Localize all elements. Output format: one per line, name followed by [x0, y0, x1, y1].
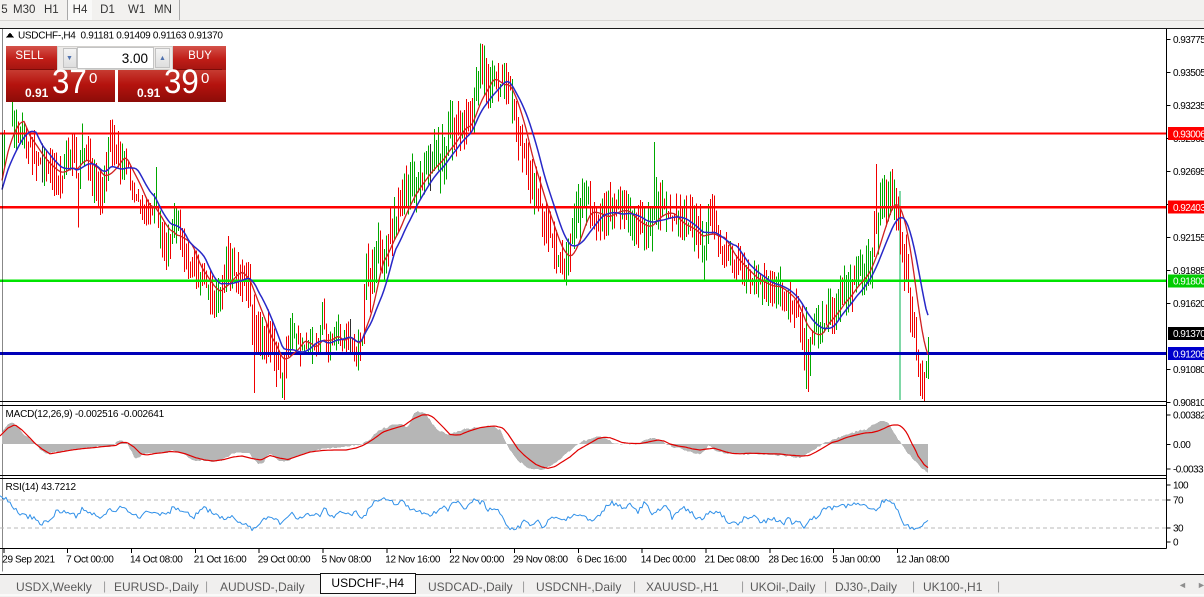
svg-text:21 Dec 08:00: 21 Dec 08:00 [705, 555, 761, 566]
svg-text:0.93235: 0.93235 [1173, 101, 1204, 112]
svg-text:0.91885: 0.91885 [1173, 266, 1204, 277]
svg-text:MACD(12,26,9) -0.002516 -0.002: MACD(12,26,9) -0.002516 -0.002641 [6, 409, 165, 420]
svg-text:29 Sep 2021: 29 Sep 2021 [2, 555, 55, 566]
svg-text:0.92695: 0.92695 [1173, 167, 1204, 178]
svg-text:70: 70 [1173, 496, 1184, 507]
svg-text:29 Oct 00:00: 29 Oct 00:00 [258, 555, 311, 566]
svg-text:12 Jan 08:00: 12 Jan 08:00 [896, 555, 950, 566]
svg-text:30: 30 [1173, 524, 1184, 535]
svg-text:USDCHF-,H4 0.91181 0.91409 0.: USDCHF-,H4 0.91181 0.91409 0.91163 0.913… [18, 31, 223, 42]
svg-text:0.93505: 0.93505 [1173, 68, 1204, 79]
svg-text:0.91800: 0.91800 [1173, 277, 1204, 288]
svg-text:0.91206: 0.91206 [1173, 349, 1204, 360]
svg-text:14 Dec 00:00: 14 Dec 00:00 [641, 555, 697, 566]
svg-text:5 Nov 08:00: 5 Nov 08:00 [322, 555, 372, 566]
svg-text:0.91370: 0.91370 [1173, 329, 1204, 340]
svg-text:0.92155: 0.92155 [1173, 233, 1204, 244]
svg-text:0.00: 0.00 [1173, 440, 1191, 451]
svg-text:0.92403: 0.92403 [1173, 203, 1204, 214]
svg-text:0.93006: 0.93006 [1173, 129, 1204, 140]
svg-text:28 Dec 16:00: 28 Dec 16:00 [768, 555, 824, 566]
svg-text:0.90810: 0.90810 [1173, 398, 1204, 409]
svg-text:29 Nov 08:00: 29 Nov 08:00 [513, 555, 569, 566]
svg-text:12 Nov 16:00: 12 Nov 16:00 [385, 555, 441, 566]
svg-text:0.93775: 0.93775 [1173, 35, 1204, 46]
svg-text:RSI(14) 43.7212: RSI(14) 43.7212 [6, 482, 77, 493]
svg-text:22 Nov 00:00: 22 Nov 00:00 [449, 555, 505, 566]
svg-text:0.91080: 0.91080 [1173, 365, 1204, 376]
svg-text:21 Oct 16:00: 21 Oct 16:00 [194, 555, 247, 566]
svg-text:7 Oct 00:00: 7 Oct 00:00 [66, 555, 114, 566]
svg-text:6 Dec 16:00: 6 Dec 16:00 [577, 555, 627, 566]
svg-text:-0.0033: -0.0033 [1173, 465, 1204, 476]
svg-text:0.00382: 0.00382 [1173, 411, 1204, 422]
svg-text:14 Oct 08:00: 14 Oct 08:00 [130, 555, 183, 566]
svg-text:0.91620: 0.91620 [1173, 299, 1204, 310]
svg-text:100: 100 [1173, 481, 1189, 492]
svg-text:0: 0 [1173, 538, 1179, 549]
svg-text:5 Jan 00:00: 5 Jan 00:00 [832, 555, 881, 566]
